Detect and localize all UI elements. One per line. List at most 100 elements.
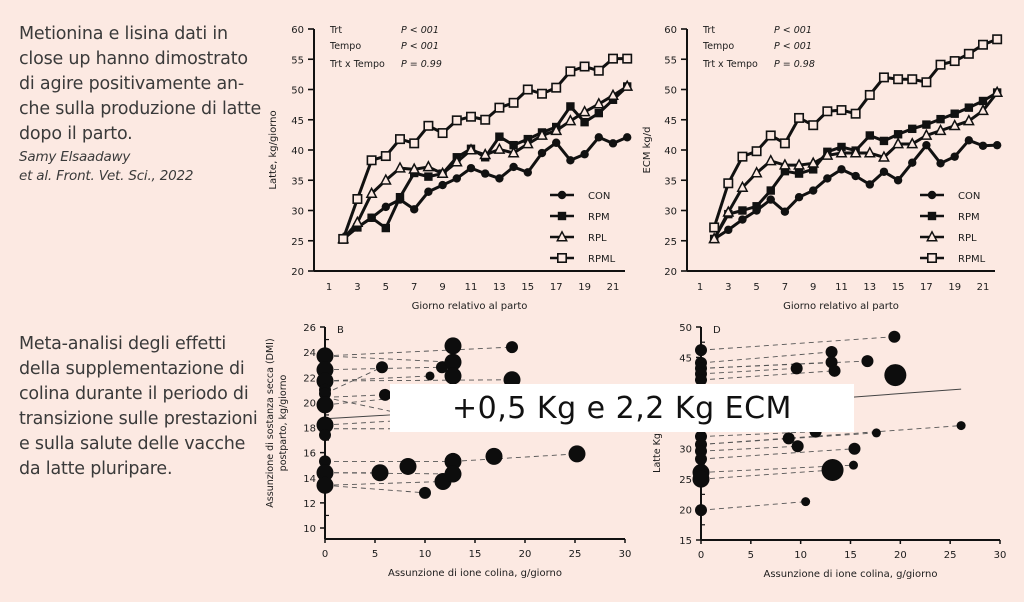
data-point	[921, 77, 932, 88]
x-tick-label: 0	[322, 549, 328, 560]
x-tick-label: 15	[892, 282, 905, 293]
study-link-line	[700, 445, 798, 452]
data-point	[991, 85, 1004, 97]
data-point	[316, 396, 334, 414]
data-point	[766, 195, 775, 204]
x-tick-label: 3	[354, 282, 360, 293]
stat-label: Trt	[329, 25, 342, 36]
data-point	[780, 207, 790, 216]
y-tick-label: 18	[303, 424, 316, 435]
legend-label: RPL	[588, 233, 607, 244]
data-point	[394, 161, 406, 173]
data-point	[580, 150, 589, 159]
data-point	[724, 225, 733, 235]
x-axis-title: Assunzione di ione colina, g/giorno	[764, 569, 938, 580]
study-link-line	[324, 481, 444, 486]
data-point	[825, 345, 838, 358]
y-tick-label: 25	[679, 475, 692, 486]
series-rpml	[338, 53, 633, 244]
data-point	[621, 79, 634, 91]
data-point	[381, 202, 390, 212]
x-tick-label: 5	[372, 549, 378, 560]
study-link-line	[324, 375, 431, 382]
data-point	[395, 192, 405, 202]
data-point	[594, 133, 603, 142]
data-point	[607, 88, 619, 100]
data-point	[437, 128, 448, 139]
y-tick-label: 40	[664, 146, 677, 157]
y-tick-label: 20	[303, 398, 316, 409]
x-tick-label: 20	[519, 549, 532, 560]
legend-item-rpml: RPML	[550, 253, 616, 265]
data-point	[750, 166, 763, 178]
data-point	[794, 169, 804, 178]
data-point	[821, 459, 844, 482]
y-tick-label: 20	[291, 267, 304, 278]
data-point	[523, 168, 532, 177]
data-point	[936, 114, 945, 124]
x-tick-label: 11	[465, 282, 478, 293]
data-point	[424, 172, 433, 181]
chart-dmi: 10 12 14 16 18 20 22 24 26 0 5 10 15 20 25 30 Assunzione…	[265, 323, 631, 579]
y-tick-label: 55	[664, 55, 677, 66]
data-point	[765, 130, 776, 141]
data-point	[509, 140, 518, 150]
x-axis-title: Giorno relativo al parto	[412, 301, 528, 312]
data-point	[319, 429, 331, 442]
data-point	[425, 371, 435, 381]
y-tick-label: 30	[664, 207, 677, 218]
data-point	[351, 215, 364, 228]
data-point	[794, 112, 805, 123]
data-point	[878, 150, 890, 162]
data-point	[736, 180, 749, 192]
data-point	[823, 174, 832, 183]
data-point	[316, 464, 334, 482]
study-link-line	[700, 448, 855, 460]
legend-marker	[557, 190, 567, 200]
data-point	[850, 108, 861, 119]
y-axis-title: ECM kg/d	[642, 127, 653, 174]
study-link-line	[324, 472, 454, 475]
study-link-line	[324, 394, 386, 398]
stat-label: Tempo	[702, 41, 734, 52]
legend-label: RPM	[588, 212, 610, 223]
data-point	[922, 120, 931, 129]
legend-marker	[926, 253, 937, 264]
data-point	[566, 102, 575, 111]
study-link-line	[700, 370, 835, 381]
stat-value: P < 001	[774, 25, 812, 36]
data-point	[444, 337, 462, 355]
data-point	[978, 96, 988, 106]
legend-label: RPML	[588, 254, 616, 265]
series-rpl	[337, 79, 634, 244]
result-overlay-banner: +0,5 Kg e 2,2 Kg ECM	[390, 384, 854, 432]
study-link-line	[324, 484, 426, 494]
x-tick-label: 17	[920, 282, 933, 293]
data-point	[466, 163, 476, 173]
y-tick-label: 45	[679, 353, 692, 364]
data-point	[962, 114, 975, 126]
study-link-line	[324, 398, 391, 406]
data-point	[316, 347, 334, 365]
legend-label: RPM	[958, 212, 980, 223]
data-point	[481, 169, 490, 178]
y-tick-label: 30	[679, 445, 692, 456]
data-point	[319, 455, 331, 468]
x-tick-label: 15	[469, 549, 482, 560]
x-axis-title: Assunzione di ione colina, g/giorno	[388, 568, 562, 579]
data-point	[963, 48, 974, 59]
data-point	[964, 103, 974, 112]
data-point	[579, 61, 590, 72]
x-tick-label: 15	[521, 282, 534, 293]
data-point	[444, 465, 462, 483]
data-point	[352, 194, 363, 205]
data-point	[450, 155, 463, 167]
y-axis-title: Latte Kg ECM gg	[652, 394, 663, 473]
data-point	[791, 440, 804, 453]
x-tick-label: 25	[944, 550, 957, 561]
data-point	[907, 74, 918, 85]
y-tick-label: 14	[303, 474, 316, 485]
data-point	[594, 108, 603, 118]
x-tick-label: 20	[894, 550, 907, 561]
legend-item-rpm: RPM	[550, 211, 610, 223]
